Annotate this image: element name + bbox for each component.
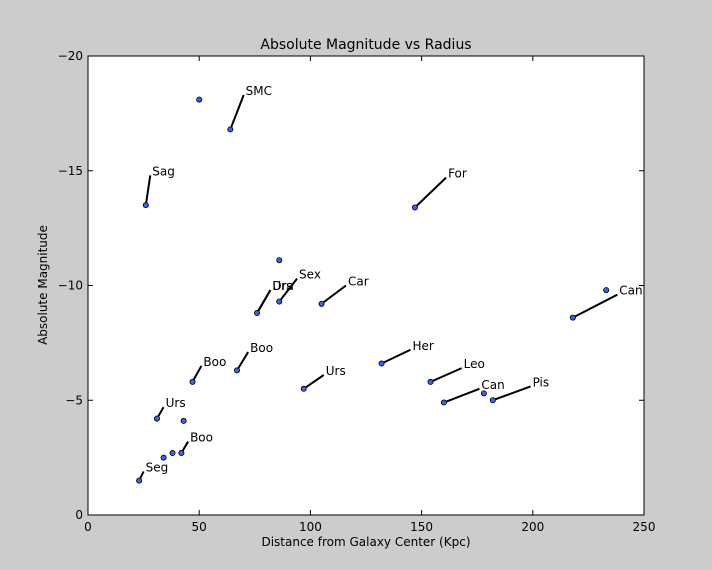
annotation-label: Pis: [533, 375, 550, 389]
data-point: [440, 399, 447, 406]
annotation-line: [381, 348, 411, 365]
data-point: [603, 287, 610, 294]
data-point: [276, 298, 283, 305]
data-point: [136, 477, 143, 484]
data-point: [411, 204, 418, 211]
plot-area: [88, 56, 644, 515]
annotation-label: Dra: [272, 279, 294, 293]
data-point: [254, 310, 261, 317]
annotation-label: Boo: [190, 431, 213, 445]
data-point: [196, 96, 203, 103]
annotation-line: [256, 289, 272, 314]
x-tick-label: 150: [410, 520, 433, 534]
data-point: [378, 360, 385, 367]
annotation-label: Sag: [152, 164, 175, 178]
y-tick-label: 0: [75, 508, 83, 522]
annotation-label: Urs: [166, 396, 186, 410]
data-point: [489, 397, 496, 404]
data-point: [169, 450, 176, 457]
annotation-label: Seg: [146, 460, 169, 474]
data-point: [300, 385, 307, 392]
annotation-label: Urs: [326, 364, 346, 378]
data-point: [160, 454, 167, 461]
annotation-label: SMC: [246, 84, 272, 98]
x-tick-label: 50: [192, 520, 207, 534]
annotation-label: For: [448, 167, 467, 181]
annotation-line: [443, 387, 480, 404]
annotation-label: Can: [481, 378, 504, 392]
data-point: [427, 378, 434, 385]
y-tick-label: −15: [58, 164, 83, 178]
y-tick-label: −5: [65, 393, 83, 407]
annotation-line: [320, 284, 347, 305]
data-point: [189, 378, 196, 385]
y-axis-title: Absolute Magnitude: [36, 225, 50, 345]
data-point: [480, 390, 487, 397]
data-point: [276, 257, 283, 264]
annotation-line: [278, 278, 298, 303]
data-point: [142, 202, 149, 209]
annotation-line: [229, 94, 245, 130]
ticks-layer: 0 50 100 150 200 250 0 −5 −10 −15 −20: [58, 49, 656, 534]
data-point: [178, 450, 185, 457]
data-point: [234, 367, 241, 374]
annotation-line: [414, 176, 447, 209]
annotation-line: [430, 367, 463, 383]
annotation-label: Boo: [203, 355, 226, 369]
annotation-label: Can: [619, 284, 642, 298]
annotation-label: Car: [348, 275, 369, 289]
x-tick-label: 250: [633, 520, 656, 534]
data-point: [180, 417, 187, 424]
annotation-line: [572, 293, 618, 319]
annotation-line: [144, 175, 152, 206]
chart-title: Absolute Magnitude vs Radius: [260, 37, 471, 53]
annotation-line: [191, 365, 203, 383]
x-tick-label: 200: [521, 520, 544, 534]
annotation-line: [236, 351, 249, 371]
x-axis-title: Distance from Galaxy Center (Kpc): [261, 535, 470, 549]
annotation-line: [492, 385, 531, 402]
data-point: [318, 300, 325, 307]
annotation-label: Sex: [299, 268, 321, 282]
y-tick-label: −10: [58, 279, 83, 293]
data-point: [153, 415, 160, 422]
data-point: [227, 126, 234, 133]
y-tick-label: −20: [58, 49, 83, 63]
annotation-label: Urs: [272, 279, 292, 293]
annotation-label: Her: [412, 339, 433, 353]
annotation-label: Leo: [464, 357, 485, 371]
x-tick-label: 0: [84, 520, 92, 534]
x-tick-label: 100: [299, 520, 322, 534]
annotation-label: Boo: [250, 341, 273, 355]
data-point: [569, 314, 576, 321]
annotation-line: [303, 374, 325, 390]
